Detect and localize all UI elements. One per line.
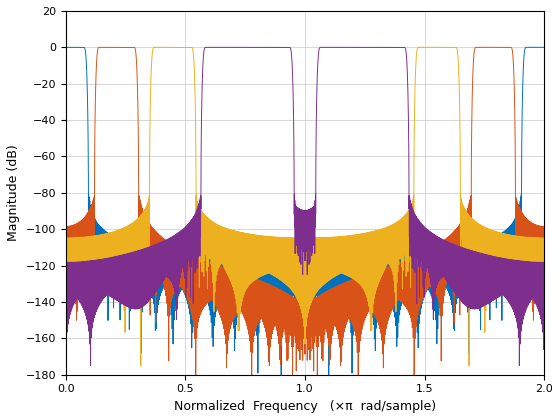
Y-axis label: Magnitude (dB): Magnitude (dB) xyxy=(7,144,20,241)
X-axis label: Normalized  Frequency   (×π  rad/sample): Normalized Frequency (×π rad/sample) xyxy=(174,400,436,413)
